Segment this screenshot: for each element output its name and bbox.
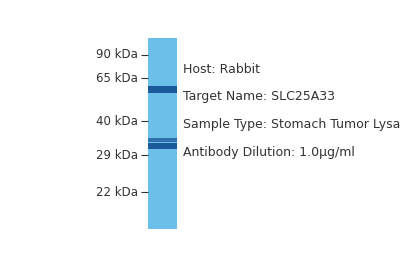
- Text: 40 kDa: 40 kDa: [96, 115, 138, 128]
- Text: 90 kDa: 90 kDa: [96, 48, 138, 61]
- Text: Host: Rabbit: Host: Rabbit: [183, 62, 260, 76]
- Bar: [148, 138, 177, 142]
- Text: Target Name: SLC25A33: Target Name: SLC25A33: [183, 90, 335, 103]
- Text: 29 kDa: 29 kDa: [96, 149, 138, 162]
- Bar: [148, 38, 177, 229]
- Text: 22 kDa: 22 kDa: [96, 186, 138, 199]
- Bar: [148, 86, 177, 93]
- Text: Antibody Dilution: 1.0µg/ml: Antibody Dilution: 1.0µg/ml: [183, 146, 355, 159]
- Text: Sample Type: Stomach Tumor Lysate: Sample Type: Stomach Tumor Lysate: [183, 118, 400, 131]
- Bar: [148, 143, 177, 149]
- Text: 65 kDa: 65 kDa: [96, 72, 138, 85]
